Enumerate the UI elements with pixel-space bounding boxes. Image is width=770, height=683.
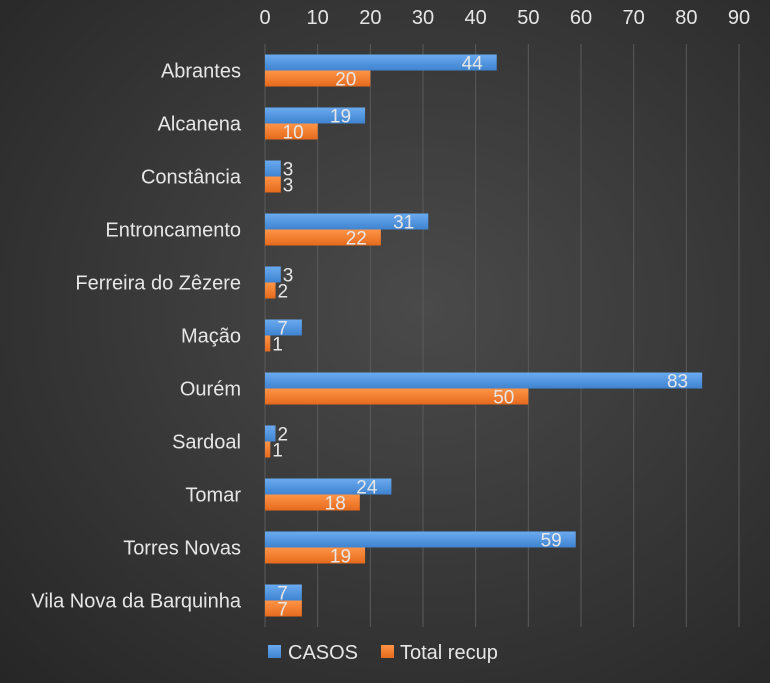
data-label-total-recup-vila-nova-da-barquinha: 7 xyxy=(277,600,288,621)
data-label-casos-alcanena: 19 xyxy=(330,107,351,128)
bar-total-recup-abrantes xyxy=(265,70,371,87)
data-label-casos-vila-nova-da-barquinha: 7 xyxy=(277,584,288,605)
x-tick-label: 0 xyxy=(259,7,270,29)
data-label-total-recup-abrantes: 20 xyxy=(335,70,356,91)
legend-label-casos: CASOS xyxy=(288,642,358,664)
x-tick-label: 90 xyxy=(728,7,750,29)
x-tick-label: 70 xyxy=(623,7,645,29)
bar-total-recup-macao xyxy=(265,335,271,352)
legend: CASOS Total recup xyxy=(268,642,498,664)
x-tick-label: 40 xyxy=(465,7,487,29)
legend-swatch-casos xyxy=(268,645,281,658)
data-label-casos-sardoal: 2 xyxy=(278,425,289,446)
x-tick-label: 80 xyxy=(675,7,697,29)
bar-total-recup-sardoal xyxy=(265,441,271,458)
bar-casos-alcanena xyxy=(265,107,366,124)
data-label-total-recup-ferreira-do-zezere: 2 xyxy=(278,282,289,303)
data-label-total-recup-macao: 1 xyxy=(272,335,283,356)
bar-total-recup-alcanena xyxy=(265,123,318,140)
data-label-total-recup-torres-novas: 19 xyxy=(330,547,351,568)
bar-total-recup-entroncamento xyxy=(265,229,381,246)
bar-total-recup-torres-novas xyxy=(265,547,366,564)
x-tick-label: 10 xyxy=(307,7,329,29)
bar-casos-entroncamento xyxy=(265,213,429,230)
data-label-casos-ourem: 83 xyxy=(667,372,688,393)
legend-label-total-recup: Total recup xyxy=(400,642,498,664)
data-label-casos-constancia: 3 xyxy=(283,160,294,181)
x-tick-label: 50 xyxy=(517,7,539,29)
gridlines xyxy=(264,44,740,627)
x-axis-ticks: 0 10 20 30 40 50 60 70 80 90 xyxy=(259,7,750,29)
data-label-total-recup-tomar: 18 xyxy=(325,494,346,515)
bar-casos-ourem xyxy=(265,372,703,389)
category-label-alcanena: Alcanena xyxy=(158,114,242,136)
category-label-vila-nova-da-barquinha: Vila Nova da Barquinha xyxy=(31,591,242,613)
bar-casos-abrantes xyxy=(265,54,497,71)
data-label-casos-torres-novas: 59 xyxy=(541,531,562,552)
data-label-total-recup-constancia: 3 xyxy=(283,176,294,197)
data-label-total-recup-ourem: 50 xyxy=(493,388,514,409)
data-label-casos-entroncamento: 31 xyxy=(393,213,414,234)
bar-casos-torres-novas xyxy=(265,531,576,548)
data-label-casos-abrantes: 44 xyxy=(462,54,484,75)
data-label-total-recup-sardoal: 1 xyxy=(272,441,283,462)
data-label-casos-tomar: 24 xyxy=(356,478,378,499)
category-label-entroncamento: Entroncamento xyxy=(105,220,241,242)
legend-swatch-total-recup xyxy=(381,645,394,658)
data-label-total-recup-alcanena: 10 xyxy=(283,123,304,144)
bar-casos-sardoal xyxy=(265,425,276,442)
data-label-casos-ferreira-do-zezere: 3 xyxy=(283,266,294,287)
bar-total-recup-constancia xyxy=(265,176,281,193)
bar-total-recup-vila-nova-da-barquinha xyxy=(265,600,302,617)
category-label-sardoal: Sardoal xyxy=(172,432,241,454)
category-label-ferreira-do-zezere: Ferreira do Zêzere xyxy=(75,273,241,295)
bar-casos-constancia xyxy=(265,160,281,177)
bar-total-recup-tomar xyxy=(265,494,360,511)
bar-casos-macao xyxy=(265,319,302,336)
category-label-abrantes: Abrantes xyxy=(161,61,241,83)
bar-casos-vila-nova-da-barquinha xyxy=(265,584,302,601)
x-tick-label: 20 xyxy=(359,7,381,29)
data-label-casos-macao: 7 xyxy=(277,319,288,340)
bar-casos-tomar xyxy=(265,478,392,495)
bars xyxy=(265,54,703,617)
category-label-ourem: Ourém xyxy=(180,379,241,401)
category-label-torres-novas: Torres Novas xyxy=(123,538,241,560)
x-tick-label: 60 xyxy=(570,7,592,29)
x-tick-label: 30 xyxy=(412,7,434,29)
bar-total-recup-ferreira-do-zezere xyxy=(265,282,276,299)
bar-total-recup-ourem xyxy=(265,388,529,405)
data-label-total-recup-entroncamento: 22 xyxy=(346,229,367,250)
category-labels: Abrantes Alcanena Constância Entroncamento F… xyxy=(31,61,242,613)
bar-casos-ferreira-do-zezere xyxy=(265,266,281,283)
category-label-macao: Mação xyxy=(181,326,241,348)
category-label-constancia: Constância xyxy=(141,167,242,189)
category-label-tomar: Tomar xyxy=(185,485,241,507)
